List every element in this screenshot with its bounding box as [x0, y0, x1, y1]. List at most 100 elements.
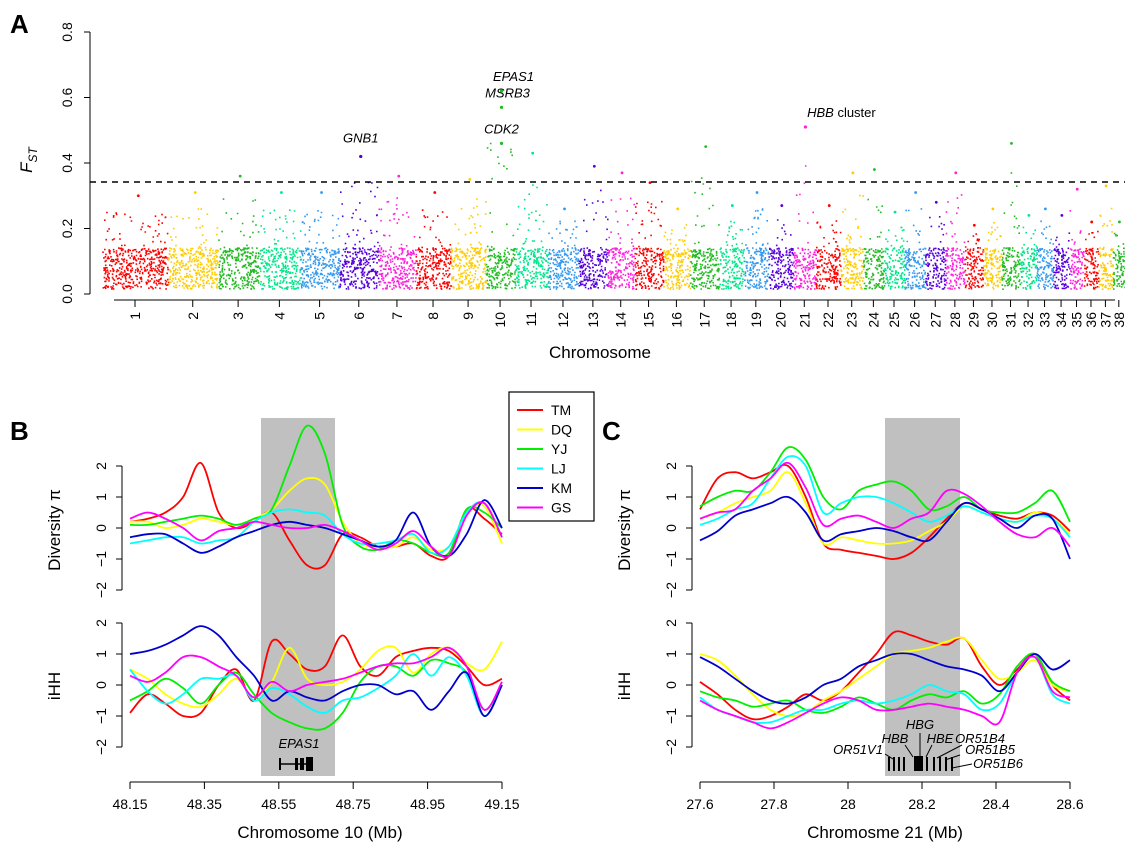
series-line-km — [699, 495, 1071, 560]
chromosome-points-27 — [925, 216, 948, 290]
x-tick-label-19: 19 — [748, 312, 764, 328]
epas1-highlight-region — [261, 418, 335, 776]
ihh-lines-chr21 — [699, 630, 1071, 730]
y-tick-label: −1 — [663, 551, 679, 567]
y-tick-label: 1 — [93, 650, 109, 658]
chromosome-peak-point-20 — [780, 204, 784, 207]
y-tick-label: 0.4 — [59, 153, 75, 173]
series-line-lj — [699, 455, 1071, 538]
legend-label-lj: LJ — [551, 461, 566, 477]
chromosome-points-21 — [793, 165, 818, 290]
chromosome-points-14 — [607, 197, 636, 290]
chromosome-points-30 — [983, 222, 1003, 290]
gene-label-or51b4: OR51B4 — [955, 731, 1005, 746]
x-tick-label-36: 36 — [1083, 312, 1099, 328]
x-tick-label-37: 37 — [1097, 312, 1113, 328]
chromosome-peak-point-22 — [827, 204, 831, 207]
y-tick-label: 0.0 — [59, 284, 75, 304]
x-tick-label-21: 21 — [796, 312, 812, 328]
gene-label-or51v1: OR51V1 — [833, 742, 883, 757]
y-tick-label: 2 — [93, 619, 109, 627]
x-tick-label-10: 10 — [492, 312, 508, 328]
x-tick-label: 48.55 — [261, 796, 296, 812]
chromosome-peak-point-36 — [1090, 220, 1094, 224]
chromosome-points-2 — [168, 208, 220, 290]
series-line-yj — [699, 446, 1071, 523]
x-tick-label-8: 8 — [425, 312, 441, 320]
series-line-km — [129, 625, 503, 717]
chromosome-peak-point-25 — [893, 210, 897, 214]
x-tick-label-29: 29 — [965, 312, 981, 328]
chromosome-points-7 — [378, 197, 418, 290]
gene-annotation-msrb3: MSRB3 — [485, 85, 531, 100]
legend-label-tm: TM — [551, 402, 571, 418]
diversity-pi-lines-chr10 — [129, 424, 503, 570]
y-tick-label: 1 — [663, 493, 679, 501]
x-tick-label: 28.4 — [982, 796, 1009, 812]
chromosome-points-19 — [744, 208, 770, 290]
chromosome-points-6 — [339, 181, 380, 290]
x-tick-label-5: 5 — [312, 312, 328, 320]
chromosome-peak-point-11 — [531, 151, 535, 155]
series-line-lj — [129, 653, 503, 717]
chromosome-points-3 — [218, 198, 261, 290]
chromosome-peak-point-4 — [280, 191, 283, 194]
chromosome-points-13 — [578, 189, 609, 290]
series-line-gs — [129, 501, 503, 559]
chromosome-peak-point-5 — [320, 191, 323, 194]
x-tick-label-28: 28 — [947, 312, 963, 328]
x-tick-label-32: 32 — [1020, 312, 1036, 328]
x-tick-label-17: 17 — [696, 312, 712, 328]
chromosome-points-8 — [415, 209, 453, 290]
x-tick-label-33: 33 — [1037, 312, 1053, 328]
y-tick-label: −2 — [663, 582, 679, 598]
legend-label-dq: DQ — [551, 422, 572, 438]
y-tick-label: 0 — [663, 524, 679, 532]
annotated-peak-point — [499, 89, 504, 93]
x-tick-label-4: 4 — [271, 312, 287, 320]
gene-annotation-hbb: HBB cluster — [807, 105, 876, 120]
x-tick-label-9: 9 — [460, 312, 476, 320]
x-tick-label-1: 1 — [127, 312, 143, 320]
x-tick-label-31: 31 — [1003, 312, 1019, 328]
chromosome-points-10 — [485, 142, 517, 290]
series-line-gs — [699, 461, 1071, 548]
legend-label-yj: YJ — [551, 441, 567, 457]
y-tick-label: 0 — [663, 681, 679, 689]
series-line-tm — [699, 464, 1071, 560]
gene-label-or51b6: OR51B6 — [973, 756, 1024, 771]
chr10-axes: −2 −1 0 1 2 −2 −1 0 1 2 48.15 48.35 48.55 48.75 48.95 4… — [93, 462, 520, 812]
chromosome-peak-point-26 — [914, 191, 918, 194]
chromosome-peak-point-35 — [1075, 187, 1079, 191]
ihh-lines-chr10 — [129, 625, 503, 731]
chromosome-points-20 — [768, 219, 795, 290]
y-tick-label: 0 — [93, 524, 109, 532]
chromosome-peak-point-8 — [433, 191, 437, 194]
annotated-peak-point — [359, 154, 363, 159]
series-line-gs — [699, 655, 1071, 730]
x-tick-label: 28.6 — [1056, 796, 1083, 812]
hbb-highlight-region — [885, 418, 960, 776]
x-tick-label: 48.15 — [112, 796, 147, 812]
chromosome-peak-point-2 — [193, 191, 197, 194]
panel-label-c: C — [602, 416, 621, 446]
chromosome-peak-point-7 — [397, 174, 401, 178]
x-tick-label-14: 14 — [613, 312, 629, 328]
legend: TM DQ YJ LJ KM GS — [508, 391, 595, 522]
series-line-tm — [129, 462, 503, 570]
annotated-peak-point — [803, 125, 808, 129]
y-tick-label: 0 — [93, 681, 109, 689]
x-tick-label-20: 20 — [773, 312, 789, 328]
chr10-x-axis-label: Chromosome 10 (Mb) — [237, 823, 402, 842]
chromosome-points-12 — [547, 220, 580, 290]
series-line-km — [699, 652, 1071, 705]
chromosome-points-23 — [840, 194, 865, 290]
y-tick-label: 1 — [663, 650, 679, 658]
chromosome-points-37 — [1098, 207, 1115, 290]
epas1-gene-model — [279, 757, 313, 771]
chromosome-peak-point-33 — [1043, 207, 1047, 211]
chromosome-peak-point-29 — [972, 223, 976, 227]
chromosome-points-31 — [1001, 172, 1022, 290]
gene-label-hbb: HBB — [882, 731, 909, 746]
chromosome-peak-point-27 — [934, 200, 938, 204]
